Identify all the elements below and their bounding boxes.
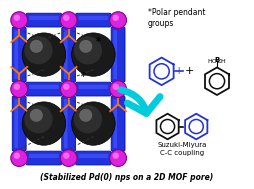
Circle shape xyxy=(14,15,20,21)
Text: +: + xyxy=(185,66,194,76)
Text: Suzuki-Miyura
C-C coupling: Suzuki-Miyura C-C coupling xyxy=(158,142,207,156)
Text: I: I xyxy=(178,67,180,76)
Text: *: * xyxy=(81,72,86,82)
FancyBboxPatch shape xyxy=(12,27,26,82)
Circle shape xyxy=(22,33,66,76)
Circle shape xyxy=(79,40,92,53)
Circle shape xyxy=(113,15,119,21)
Text: HO: HO xyxy=(207,60,217,64)
Circle shape xyxy=(24,105,53,133)
FancyArrowPatch shape xyxy=(121,90,160,113)
Circle shape xyxy=(11,150,28,167)
FancyBboxPatch shape xyxy=(111,27,125,82)
Text: OH: OH xyxy=(217,60,227,64)
Circle shape xyxy=(74,36,102,64)
FancyBboxPatch shape xyxy=(76,151,111,165)
FancyBboxPatch shape xyxy=(29,154,59,158)
Circle shape xyxy=(30,109,43,122)
Circle shape xyxy=(63,15,70,21)
FancyBboxPatch shape xyxy=(26,13,62,27)
Text: *Polar pendant
groups: *Polar pendant groups xyxy=(148,8,205,28)
FancyBboxPatch shape xyxy=(111,96,125,151)
FancyBboxPatch shape xyxy=(76,82,111,96)
Circle shape xyxy=(79,109,92,122)
Circle shape xyxy=(63,84,70,90)
Circle shape xyxy=(14,84,20,90)
Text: (Stabilized Pd(0) nps on a 2D MOF pore): (Stabilized Pd(0) nps on a 2D MOF pore) xyxy=(40,173,214,182)
Circle shape xyxy=(110,150,126,167)
FancyBboxPatch shape xyxy=(64,30,68,79)
Circle shape xyxy=(30,40,43,53)
Circle shape xyxy=(110,81,126,98)
Circle shape xyxy=(113,153,119,159)
Circle shape xyxy=(113,84,119,90)
Circle shape xyxy=(14,153,20,159)
FancyBboxPatch shape xyxy=(76,13,111,27)
Circle shape xyxy=(74,105,102,133)
FancyBboxPatch shape xyxy=(113,30,117,79)
FancyBboxPatch shape xyxy=(78,16,108,20)
FancyBboxPatch shape xyxy=(62,96,76,151)
Text: B: B xyxy=(214,57,220,64)
FancyBboxPatch shape xyxy=(12,96,26,151)
FancyBboxPatch shape xyxy=(26,82,62,96)
Circle shape xyxy=(24,36,53,64)
FancyBboxPatch shape xyxy=(29,85,59,89)
Circle shape xyxy=(11,81,28,98)
FancyBboxPatch shape xyxy=(14,30,18,79)
Circle shape xyxy=(60,150,77,167)
FancyBboxPatch shape xyxy=(78,85,108,89)
Text: *: * xyxy=(96,37,101,47)
Circle shape xyxy=(11,12,28,29)
FancyBboxPatch shape xyxy=(78,154,108,158)
Circle shape xyxy=(72,33,115,76)
Circle shape xyxy=(60,12,77,29)
FancyBboxPatch shape xyxy=(29,16,59,20)
Circle shape xyxy=(72,102,115,145)
FancyBboxPatch shape xyxy=(62,27,76,82)
FancyBboxPatch shape xyxy=(26,151,62,165)
Circle shape xyxy=(63,153,70,159)
FancyBboxPatch shape xyxy=(113,99,117,148)
Circle shape xyxy=(60,81,77,98)
FancyBboxPatch shape xyxy=(14,99,18,148)
FancyBboxPatch shape xyxy=(64,99,68,148)
Circle shape xyxy=(22,102,66,145)
Circle shape xyxy=(110,12,126,29)
